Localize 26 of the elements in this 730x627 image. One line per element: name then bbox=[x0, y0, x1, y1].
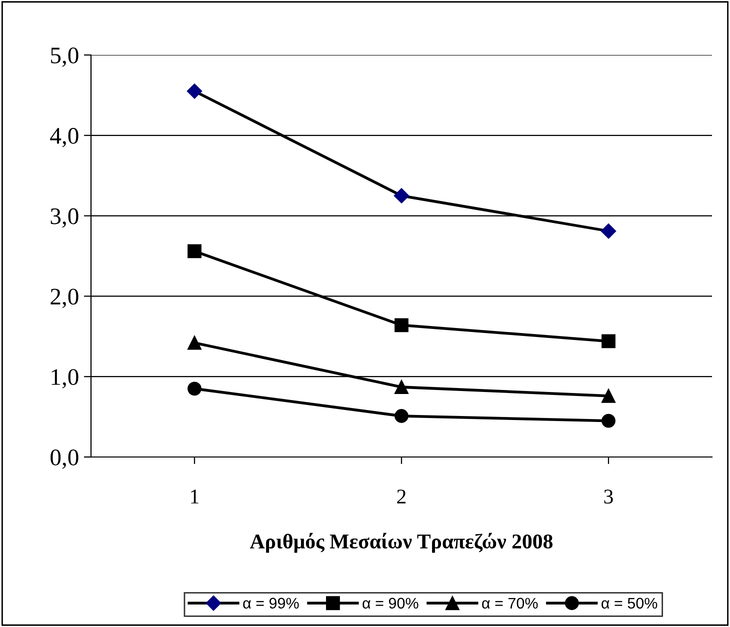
point bbox=[602, 414, 616, 428]
x-tick-label: 3 bbox=[604, 490, 613, 504]
point bbox=[602, 388, 616, 403]
y-tick-label: 1,0 bbox=[52, 369, 78, 388]
point bbox=[188, 244, 202, 258]
y-tick-label: 4,0 bbox=[50, 128, 78, 148]
x-axis-title: Αριθμός Μεσαίων Τραπεζών 2008 bbox=[250, 532, 553, 553]
point bbox=[602, 334, 616, 348]
point bbox=[600, 224, 616, 239]
point bbox=[188, 382, 202, 396]
y-tick-label: 5,0 bbox=[51, 47, 78, 67]
legend-label: α = 70% bbox=[482, 598, 538, 609]
y-tick-label: 3,0 bbox=[50, 208, 78, 228]
legend-label: α = 99% bbox=[243, 598, 299, 609]
legend-label: α = 90% bbox=[362, 598, 418, 609]
legend-label: α = 50% bbox=[602, 598, 658, 609]
point bbox=[186, 84, 202, 99]
x-tick-label: 2 bbox=[397, 490, 406, 504]
point bbox=[394, 188, 410, 204]
y-tick-label: 2,0 bbox=[50, 288, 78, 308]
point bbox=[394, 318, 408, 332]
point bbox=[394, 409, 408, 423]
point bbox=[394, 380, 408, 394]
x-tick-label: 1 bbox=[191, 490, 198, 504]
point bbox=[188, 336, 202, 350]
y-tick-label: 0,0 bbox=[50, 449, 78, 469]
